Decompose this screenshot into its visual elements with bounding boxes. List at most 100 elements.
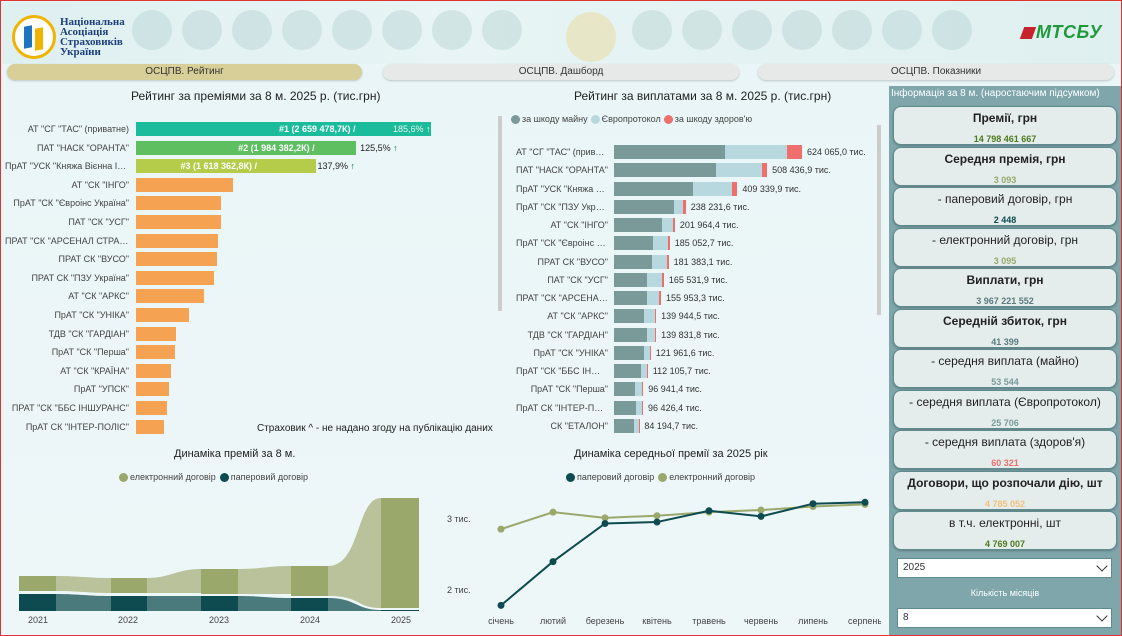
premium-bar[interactable] (136, 363, 171, 378)
dyn-electronic-2023 (201, 569, 238, 594)
paper-point[interactable] (757, 512, 765, 520)
payout-bar-segment[interactable] (642, 382, 644, 397)
payout-bar-segment[interactable] (662, 218, 673, 232)
payout-bar-segment[interactable] (614, 181, 694, 196)
premium-bar[interactable] (136, 252, 217, 267)
payout-bar-segment[interactable] (647, 272, 662, 287)
paper-point[interactable] (705, 507, 713, 515)
payout-bar-segment[interactable] (614, 400, 636, 415)
payout-bar-segment[interactable] (614, 327, 648, 342)
premium-bar[interactable] (136, 401, 168, 415)
payout-bar-segment[interactable] (614, 163, 717, 178)
payout-bar-segment[interactable] (614, 364, 641, 378)
premium-bar[interactable] (136, 140, 357, 155)
premium-bar[interactable] (136, 122, 431, 136)
payouts-scrollbar-left[interactable] (498, 116, 502, 311)
payout-bar-segment[interactable] (614, 236, 654, 251)
payout-bar-segment[interactable] (716, 163, 762, 178)
tab-indicators[interactable]: ОСЦПВ. Показники (758, 64, 1114, 80)
payout-bar-segment[interactable] (787, 145, 802, 159)
payout-total-label: 185 052,7 тис. (674, 238, 734, 249)
year-select[interactable]: 2025 (897, 558, 1112, 578)
premium-bar[interactable] (136, 326, 177, 341)
premium-bar[interactable] (136, 345, 175, 360)
paper-point[interactable] (601, 519, 609, 527)
electronic-point[interactable] (497, 525, 505, 533)
payout-bar-segment[interactable] (614, 309, 645, 324)
payout-bar-segment[interactable] (635, 400, 643, 415)
payout-bar-segment[interactable] (614, 418, 634, 433)
tab-rating[interactable]: ОСЦПВ. Рейтинг (7, 64, 362, 80)
payout-bar-segment[interactable] (673, 199, 683, 214)
electronic-point[interactable] (757, 506, 765, 514)
payout-bar-segment[interactable] (614, 145, 726, 159)
paper-point[interactable] (497, 601, 505, 609)
payout-bar-segment[interactable] (633, 418, 639, 433)
premium-bar[interactable] (136, 270, 214, 285)
paper-point[interactable] (809, 500, 817, 508)
payout-bar-segment[interactable] (725, 145, 788, 159)
payout-bar-segment[interactable] (647, 327, 655, 342)
header-banner: Національна Асоціація Страховиків Україн… (2, 2, 1121, 64)
payout-bar-segment[interactable] (682, 199, 686, 214)
premium-bar[interactable] (136, 233, 218, 248)
payouts-scrollbar[interactable] (877, 125, 881, 315)
premium-bar[interactable] (136, 382, 170, 397)
payout-bar-segment[interactable] (667, 254, 669, 269)
payout-bar-segment[interactable] (614, 254, 652, 269)
decor-icon (932, 10, 972, 50)
paper-line (500, 501, 866, 607)
kpi-label: Премії, грн (972, 111, 1038, 125)
payout-row-label: АТ "СК "АРКС" (547, 311, 608, 322)
premium-bar[interactable] (136, 419, 165, 434)
payout-bar-segment[interactable] (644, 309, 655, 324)
payout-bar-segment[interactable] (614, 382, 636, 397)
payout-bar-segment[interactable] (614, 272, 648, 287)
payout-bar-segment[interactable] (640, 364, 647, 378)
payout-bar-segment[interactable] (614, 291, 647, 305)
payout-bar-segment[interactable] (653, 236, 668, 251)
payout-row-label: ТДВ "СК "ГАРДІАН" (527, 329, 608, 340)
payout-bar-segment[interactable] (731, 181, 738, 196)
payout-bar-segment[interactable] (646, 364, 648, 378)
electronic-point[interactable] (549, 508, 557, 516)
payout-row-label: ПрАТ "СК "ББС ІНШУРАНС" (516, 366, 608, 376)
payout-bar-segment[interactable] (614, 199, 674, 214)
payout-bar-segment[interactable] (667, 236, 670, 251)
payout-bar-segment[interactable] (654, 327, 657, 342)
paper-point[interactable] (861, 498, 869, 506)
payout-bar-segment[interactable] (635, 382, 643, 397)
payout-bar-segment[interactable] (693, 181, 732, 196)
electronic-point[interactable] (653, 512, 661, 520)
payout-bar-segment[interactable] (672, 218, 675, 232)
arrow-up-icon: ↑ (390, 142, 398, 153)
premium-bar[interactable] (136, 196, 222, 211)
payout-bar-segment[interactable] (646, 291, 660, 305)
payout-bar-segment[interactable] (761, 163, 768, 178)
premium-bar[interactable] (136, 159, 316, 174)
premium-bar[interactable] (136, 308, 189, 322)
payout-bar-segment[interactable] (614, 345, 644, 360)
premium-bar[interactable] (136, 215, 221, 229)
payout-bar-segment[interactable] (651, 254, 668, 269)
payout-bar-segment[interactable] (661, 272, 664, 287)
payout-bar-segment[interactable] (659, 291, 661, 305)
association-logo-icon (12, 15, 56, 59)
premium-bar[interactable] (136, 289, 204, 304)
tab-dashboard[interactable]: ОСЦПВ. Дашборд (383, 64, 739, 80)
kpi-label: - електронний договір, грн (931, 232, 1079, 247)
paper-point[interactable] (549, 558, 557, 566)
decor-icon (832, 10, 872, 50)
payout-bar-segment[interactable] (638, 418, 640, 433)
paper-point[interactable] (653, 518, 661, 526)
months-select[interactable]: 8 (897, 608, 1112, 628)
payout-bar-segment[interactable] (649, 345, 651, 360)
premium-bar[interactable] (136, 177, 234, 192)
payout-bar-segment[interactable] (614, 218, 663, 232)
payout-bar-segment[interactable] (643, 345, 650, 360)
payout-bar-segment[interactable] (654, 309, 657, 324)
payout-bar-segment[interactable] (642, 400, 644, 415)
kpi-value: 60 321 (991, 458, 1019, 468)
electronic-point[interactable] (601, 514, 609, 522)
payout-total-label: 238 231,6 тис. (690, 201, 750, 212)
